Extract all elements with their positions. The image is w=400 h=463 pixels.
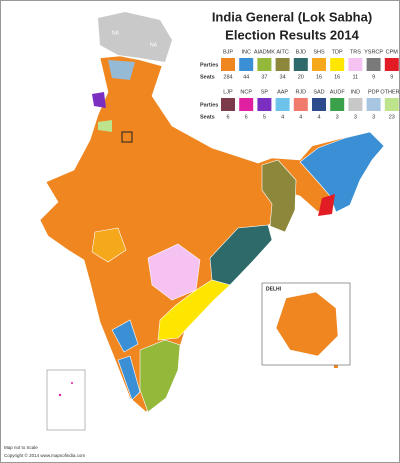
party-name: CPM: [386, 49, 399, 55]
region: [111, 319, 139, 353]
party-name: SAD: [313, 89, 324, 95]
party-swatch: [275, 58, 290, 71]
party-seats: 3: [336, 114, 339, 120]
party-name: SP: [261, 89, 269, 95]
title: Election Results 2014: [225, 27, 359, 42]
party-swatch: [312, 98, 326, 111]
party-swatch: [221, 58, 235, 71]
party-name: OTHERS: [380, 89, 400, 95]
party-swatch: [348, 98, 363, 111]
delhi-map: [275, 291, 339, 357]
party-seats: 9: [372, 74, 375, 80]
legend-row-label: Seats: [200, 74, 215, 80]
party-name: SHS: [313, 49, 325, 55]
party-name: PDP: [368, 89, 380, 95]
party-name: IND: [351, 89, 361, 95]
party-seats: 4: [317, 114, 320, 120]
party-seats: 44: [243, 74, 249, 80]
party-name: RJD: [295, 89, 306, 95]
party-swatch: [384, 58, 399, 71]
party-seats: 284: [223, 74, 232, 80]
party-seats: 6: [245, 114, 248, 120]
party-name: BJD: [296, 49, 306, 55]
copyright: Copyright © 2014 www.mapsofindia.com: [4, 452, 85, 458]
party-name: NCP: [240, 89, 252, 95]
party-swatch: [293, 58, 308, 71]
island: [58, 393, 62, 397]
party-seats: 6: [226, 114, 229, 120]
region: [139, 339, 181, 413]
region: [98, 120, 112, 132]
inset: [46, 369, 86, 431]
party-seats: 20: [298, 74, 304, 80]
region: [91, 227, 127, 263]
delhi-label: DELHI: [266, 286, 282, 292]
party-seats: 37: [261, 74, 267, 80]
party-name: AAP: [277, 89, 288, 95]
title: India General (Lok Sabha): [212, 9, 372, 24]
region: [108, 60, 135, 80]
party-seats: 16: [334, 74, 340, 80]
party-seats: 16: [316, 74, 322, 80]
party-swatch: [366, 58, 381, 71]
party-swatch: [239, 98, 254, 111]
region: [157, 279, 231, 341]
na-label: NA: [150, 42, 158, 48]
party-swatch: [330, 58, 345, 71]
legend-row-label: Parties: [200, 102, 218, 108]
party-swatch: [293, 98, 308, 111]
party-swatch: [275, 98, 290, 111]
legend: PartiesSeatsBJP284INC44AIADMK37AITC34BJD…: [200, 49, 400, 120]
party-name: AUDF: [330, 89, 346, 95]
party-swatch: [312, 58, 326, 71]
party-name: BJP: [223, 49, 233, 55]
party-name: YSRCP: [364, 49, 383, 55]
na-region: [98, 12, 172, 62]
na-label: NA: [112, 30, 120, 36]
party-name: AITC: [276, 49, 289, 55]
party-swatch: [366, 98, 381, 111]
region: [117, 355, 141, 401]
island: [71, 382, 73, 384]
party-seats: 9: [390, 74, 393, 80]
party-name: LJP: [223, 89, 233, 95]
scale-note: Map not to Scale: [4, 445, 38, 450]
region: [299, 131, 385, 213]
party-seats: 4: [299, 114, 302, 120]
party-name: TRS: [350, 49, 361, 55]
party-swatch: [257, 58, 272, 71]
party-swatch: [239, 58, 254, 71]
party-seats: 3: [354, 114, 357, 120]
region: [92, 92, 106, 108]
party-name: AIADMK: [254, 49, 275, 55]
party-seats: 23: [389, 114, 395, 120]
party-swatch: [330, 98, 345, 111]
legend-row-label: Seats: [200, 114, 215, 120]
legend-row-label: Parties: [200, 62, 218, 68]
party-swatch: [257, 98, 272, 111]
party-seats: 4: [281, 114, 284, 120]
delhi-marker: [121, 131, 133, 143]
region: [261, 159, 297, 233]
party-name: TDP: [332, 49, 343, 55]
party-seats: 11: [353, 74, 359, 80]
party-seats: 34: [280, 74, 286, 80]
party-swatch: [384, 98, 399, 111]
party-name: INC: [241, 49, 251, 55]
party-swatch: [348, 58, 363, 71]
party-seats: 3: [372, 114, 375, 120]
party-swatch: [221, 98, 235, 111]
region: [318, 194, 335, 216]
party-seats: 5: [263, 114, 266, 120]
